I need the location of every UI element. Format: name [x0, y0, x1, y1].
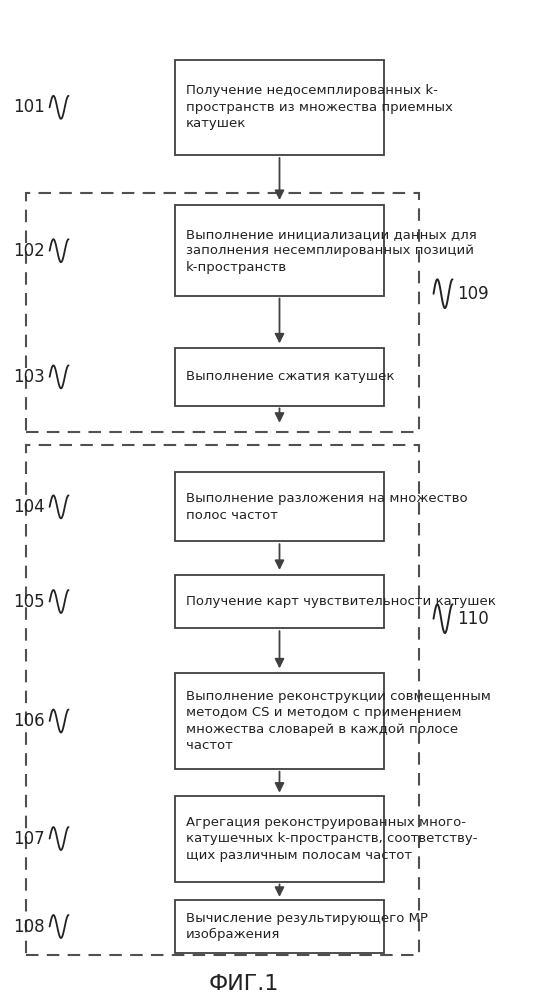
- Bar: [175, 575, 384, 627]
- Text: 104: 104: [13, 498, 45, 515]
- Text: Выполнение реконструкции совмещенным
методом CS и методом с применением
множеств: Выполнение реконструкции совмещенным мет…: [186, 689, 491, 752]
- Text: Выполнение разложения на множество
полос частот: Выполнение разложения на множество полос…: [186, 493, 468, 521]
- Text: 107: 107: [13, 829, 45, 847]
- Bar: [175, 349, 384, 406]
- Text: Получение карт чувствительности катушек: Получение карт чувствительности катушек: [186, 595, 495, 608]
- Bar: [175, 673, 384, 769]
- Text: 110: 110: [457, 609, 489, 627]
- Text: Получение недосемплированных k-
пространств из множества приемных
катушек: Получение недосемплированных k- простран…: [186, 84, 452, 130]
- Bar: [175, 473, 384, 541]
- Text: Выполнение инициализации данных для
заполнения несемплированных позиций
k-простр: Выполнение инициализации данных для запо…: [186, 228, 476, 274]
- Bar: [26, 445, 419, 955]
- Text: 103: 103: [13, 368, 45, 386]
- Text: 101: 101: [13, 98, 45, 116]
- Text: ФИГ.1: ФИГ.1: [209, 974, 279, 994]
- Text: 105: 105: [13, 592, 45, 610]
- Text: Агрегация реконструированных много-
катушечных k-пространств, соответству-
щих р: Агрегация реконструированных много- кату…: [186, 815, 477, 861]
- Bar: [175, 60, 384, 155]
- Text: Вычисление результирующего МР
изображения: Вычисление результирующего МР изображени…: [186, 912, 428, 941]
- Text: 102: 102: [13, 242, 45, 260]
- Bar: [26, 194, 419, 433]
- Text: 108: 108: [13, 917, 45, 935]
- Text: Выполнение сжатия катушек: Выполнение сжатия катушек: [186, 371, 394, 384]
- Bar: [175, 205, 384, 296]
- Text: 106: 106: [13, 712, 45, 730]
- Bar: [175, 900, 384, 953]
- Bar: [175, 795, 384, 881]
- Text: 109: 109: [457, 285, 489, 303]
